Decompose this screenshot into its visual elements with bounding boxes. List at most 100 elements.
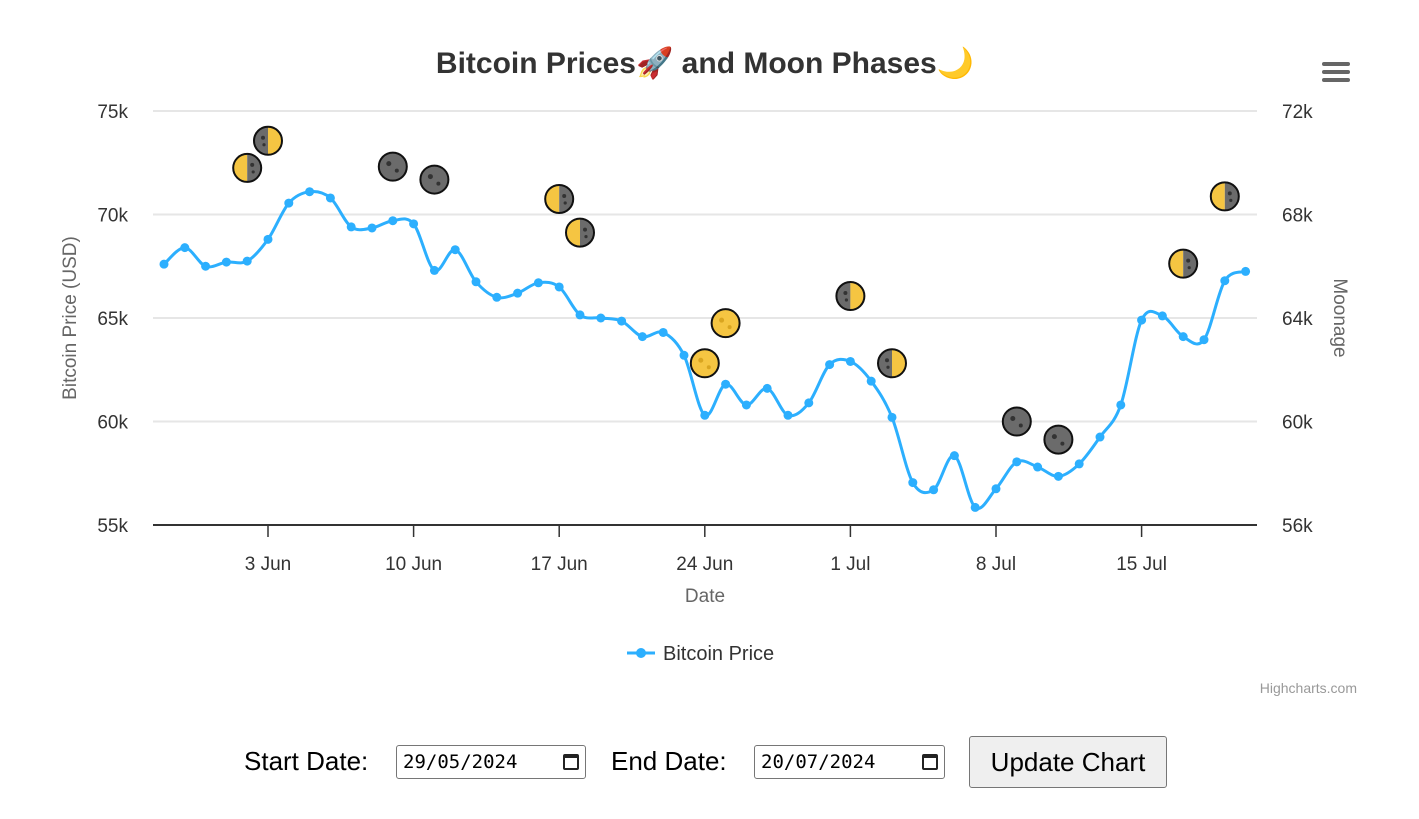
- x-tick-label: 3 Jun: [245, 554, 291, 575]
- data-point[interactable]: [325, 193, 335, 203]
- data-point[interactable]: [887, 412, 897, 422]
- data-point[interactable]: [429, 265, 439, 275]
- moon-phase-markers: [232, 125, 1240, 455]
- last-quarter-moon-icon[interactable]: [253, 125, 283, 156]
- legend[interactable]: Bitcoin Price: [627, 643, 774, 665]
- data-point[interactable]: [305, 187, 315, 197]
- data-point[interactable]: [658, 327, 668, 337]
- data-point[interactable]: [929, 485, 939, 495]
- y2-axis-ticks: 56k 60k 64k 68k 72k: [1282, 102, 1313, 537]
- start-date-input[interactable]: 29/05/2024: [396, 745, 586, 779]
- data-point[interactable]: [513, 288, 523, 298]
- data-point[interactable]: [970, 502, 980, 512]
- last-quarter-moon-icon[interactable]: [835, 281, 866, 312]
- date-controls: Start Date: 29/05/2024 End Date: 20/07/2…: [0, 730, 1419, 800]
- data-point[interactable]: [721, 379, 731, 389]
- chart-title: Bitcoin Prices🚀 and Moon Phases🌙: [436, 45, 974, 81]
- first-quarter-moon-icon[interactable]: [1209, 181, 1240, 212]
- data-point[interactable]: [991, 484, 1001, 494]
- data-point[interactable]: [575, 310, 585, 320]
- data-point[interactable]: [1241, 266, 1251, 276]
- end-date-input[interactable]: 20/07/2024: [754, 745, 945, 779]
- end-date-label: End Date:: [611, 746, 727, 776]
- data-point[interactable]: [533, 278, 543, 288]
- data-point[interactable]: [700, 410, 710, 420]
- y-axis-ticks: 55k 60k 65k 70k 75k: [97, 102, 128, 537]
- data-point[interactable]: [825, 360, 835, 370]
- data-point[interactable]: [1137, 315, 1147, 325]
- new-moon-icon[interactable]: [1043, 424, 1074, 455]
- new-moon-icon[interactable]: [419, 164, 450, 195]
- data-point[interactable]: [284, 198, 294, 208]
- y-axis-label: Bitcoin Price (USD): [60, 236, 81, 400]
- data-point[interactable]: [1178, 332, 1188, 342]
- x-tick-label: 17 Jun: [531, 554, 588, 575]
- data-point[interactable]: [1157, 311, 1167, 321]
- hamburger-icon: [1322, 62, 1350, 66]
- first-quarter-moon-icon[interactable]: [1168, 248, 1199, 279]
- data-point[interactable]: [388, 216, 398, 226]
- data-point[interactable]: [596, 313, 606, 323]
- full-moon-icon[interactable]: [689, 348, 720, 379]
- data-point[interactable]: [346, 222, 356, 232]
- grid-lines: [153, 110, 1257, 526]
- data-point[interactable]: [1199, 335, 1209, 345]
- data-point[interactable]: [845, 356, 855, 366]
- data-point[interactable]: [221, 257, 231, 267]
- data-point[interactable]: [159, 259, 169, 269]
- data-point[interactable]: [492, 292, 502, 302]
- x-axis-label: Date: [685, 586, 725, 607]
- chart: Bitcoin Prices🚀 and Moon Phases🌙 55k 60k 6…: [60, 45, 1357, 696]
- x-axis-ticks: 3 Jun 10 Jun 17 Jun 24 Jun 1 Jul 8 Jul 15 Jul: [245, 525, 1167, 575]
- first-quarter-moon-icon[interactable]: [565, 217, 595, 248]
- start-date-value: 29/05/2024: [403, 751, 518, 773]
- data-point[interactable]: [450, 245, 460, 255]
- data-point[interactable]: [679, 350, 689, 360]
- data-point[interactable]: [637, 332, 647, 342]
- data-point[interactable]: [949, 451, 959, 461]
- end-date-value: 20/07/2024: [761, 751, 876, 773]
- credits[interactable]: Highcharts.com: [1260, 680, 1357, 696]
- series-points: [159, 187, 1251, 512]
- first-quarter-moon-icon[interactable]: [232, 152, 263, 183]
- full-moon-icon[interactable]: [710, 308, 741, 339]
- legend-item-bitcoin-price[interactable]: Bitcoin Price: [663, 643, 774, 665]
- data-point[interactable]: [783, 410, 793, 420]
- chart-menu-button[interactable]: [1318, 58, 1354, 88]
- new-moon-icon[interactable]: [1001, 406, 1032, 437]
- data-point[interactable]: [1074, 459, 1084, 469]
- calendar-icon[interactable]: [922, 754, 938, 770]
- last-quarter-moon-icon[interactable]: [877, 348, 907, 379]
- data-point[interactable]: [617, 316, 627, 326]
- data-point[interactable]: [908, 478, 918, 488]
- data-point[interactable]: [242, 256, 252, 266]
- data-point[interactable]: [1012, 457, 1022, 467]
- y2-tick-label: 64k: [1282, 309, 1313, 330]
- data-point[interactable]: [201, 261, 211, 271]
- data-point[interactable]: [741, 400, 751, 410]
- hamburger-icon-bar: [1322, 70, 1350, 74]
- data-point[interactable]: [866, 376, 876, 386]
- y2-tick-label: 68k: [1282, 206, 1313, 227]
- y-tick-label: 60k: [97, 413, 128, 434]
- data-point[interactable]: [409, 219, 419, 229]
- hamburger-icon-bar: [1322, 78, 1350, 82]
- y2-axis-label: Moonage: [1329, 278, 1350, 357]
- data-point[interactable]: [554, 282, 564, 292]
- data-point[interactable]: [471, 277, 481, 287]
- y-tick-label: 75k: [97, 102, 128, 123]
- data-point[interactable]: [367, 223, 377, 233]
- data-point[interactable]: [1033, 462, 1043, 472]
- update-chart-button[interactable]: Update Chart: [969, 736, 1167, 788]
- data-point[interactable]: [1116, 400, 1126, 410]
- data-point[interactable]: [263, 234, 273, 244]
- data-point[interactable]: [1220, 276, 1230, 286]
- data-point[interactable]: [1095, 432, 1105, 442]
- data-point[interactable]: [1053, 471, 1063, 481]
- calendar-icon[interactable]: [563, 754, 579, 770]
- data-point[interactable]: [804, 398, 814, 408]
- first-quarter-moon-icon[interactable]: [544, 183, 575, 214]
- data-point[interactable]: [762, 383, 772, 393]
- data-point[interactable]: [180, 243, 190, 253]
- new-moon-icon[interactable]: [377, 151, 408, 182]
